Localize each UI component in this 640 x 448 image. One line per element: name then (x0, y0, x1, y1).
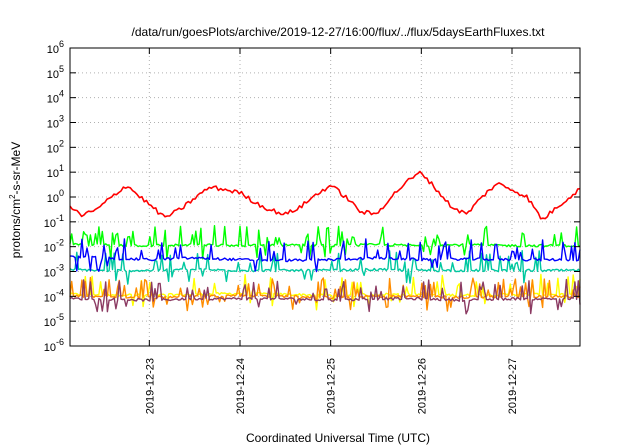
y-tick-exp: 1 (59, 163, 64, 173)
y-tick-exp: 6 (59, 39, 64, 49)
x-tick-label: 2019-12-23 (144, 358, 156, 414)
y-axis-label-sup: 2 (8, 194, 17, 199)
y-tick-base: 10 (47, 44, 59, 56)
y-tick-label: 100 (47, 188, 64, 205)
y-tick-exp: 2 (59, 138, 64, 148)
y-tick-base: 10 (47, 193, 59, 205)
grid (70, 48, 580, 346)
y-tick-base: 10 (44, 317, 56, 329)
y-tick-exp: 3 (59, 114, 64, 124)
y-tick-base: 10 (44, 342, 56, 354)
x-tick-label: 2019-12-24 (235, 358, 247, 414)
x-axis: 2019-12-23 2019-12-24 2019-12-25 2019-12-26… (144, 48, 519, 414)
y-tick-label: 10-6 (44, 337, 64, 354)
y-tick-exp: -6 (56, 337, 64, 347)
y-tick-base: 10 (47, 143, 59, 155)
y-tick-exp: -5 (56, 312, 64, 322)
y-tick-base: 10 (44, 268, 56, 280)
y-tick-label: 104 (47, 89, 64, 106)
y-tick-label: 106 (47, 39, 64, 56)
series-line (69, 276, 581, 312)
x-tick-label: 2019-12-27 (507, 358, 519, 414)
y-tick-base: 10 (44, 292, 56, 304)
series-line (69, 224, 581, 260)
x-tick-label: 2019-12-25 (326, 358, 338, 414)
y-tick-base: 10 (47, 69, 59, 81)
y-tick-base: 10 (47, 168, 59, 180)
chart-title: /data/run/goesPlots/archive/2019-12-27/1… (132, 25, 546, 39)
y-axis-label-base: protons/cm (9, 199, 23, 258)
y-tick-label: 10-2 (44, 238, 64, 255)
series-line (69, 273, 581, 311)
y-tick-label: 10-4 (44, 287, 64, 304)
y-axis: 10-610-510-410-310-210-11001011021031041… (44, 39, 580, 354)
y-tick-base: 10 (44, 218, 56, 230)
series-layer (69, 170, 581, 315)
y-tick-label: 101 (47, 163, 64, 180)
y-tick-exp: 0 (59, 188, 64, 198)
y-axis-label-rest: -s-sr-MeV (9, 142, 23, 195)
y-tick-base: 10 (44, 243, 56, 255)
y-tick-label: 103 (47, 114, 64, 131)
y-tick-label: 10-3 (44, 263, 64, 280)
y-tick-exp: -1 (56, 213, 64, 223)
y-tick-label: 10-1 (44, 213, 64, 230)
series-line (70, 238, 581, 273)
series-line (69, 278, 581, 315)
y-tick-exp: -4 (56, 287, 64, 297)
y-tick-exp: 5 (59, 64, 64, 74)
y-tick-base: 10 (47, 94, 59, 106)
y-tick-label: 10-5 (44, 312, 64, 329)
y-tick-label: 105 (47, 64, 64, 81)
y-tick-base: 10 (47, 119, 59, 131)
y-axis-label: protons/cm2-s-sr-MeV (8, 142, 23, 258)
y-tick-exp: -2 (56, 238, 64, 248)
x-axis-label: Coordinated Universal Time (UTC) (246, 431, 430, 445)
y-tick-label: 102 (47, 138, 64, 155)
y-tick-exp: -3 (56, 263, 64, 273)
y-tick-exp: 4 (59, 89, 64, 99)
series-line (69, 170, 581, 220)
x-tick-label: 2019-12-26 (416, 358, 428, 414)
